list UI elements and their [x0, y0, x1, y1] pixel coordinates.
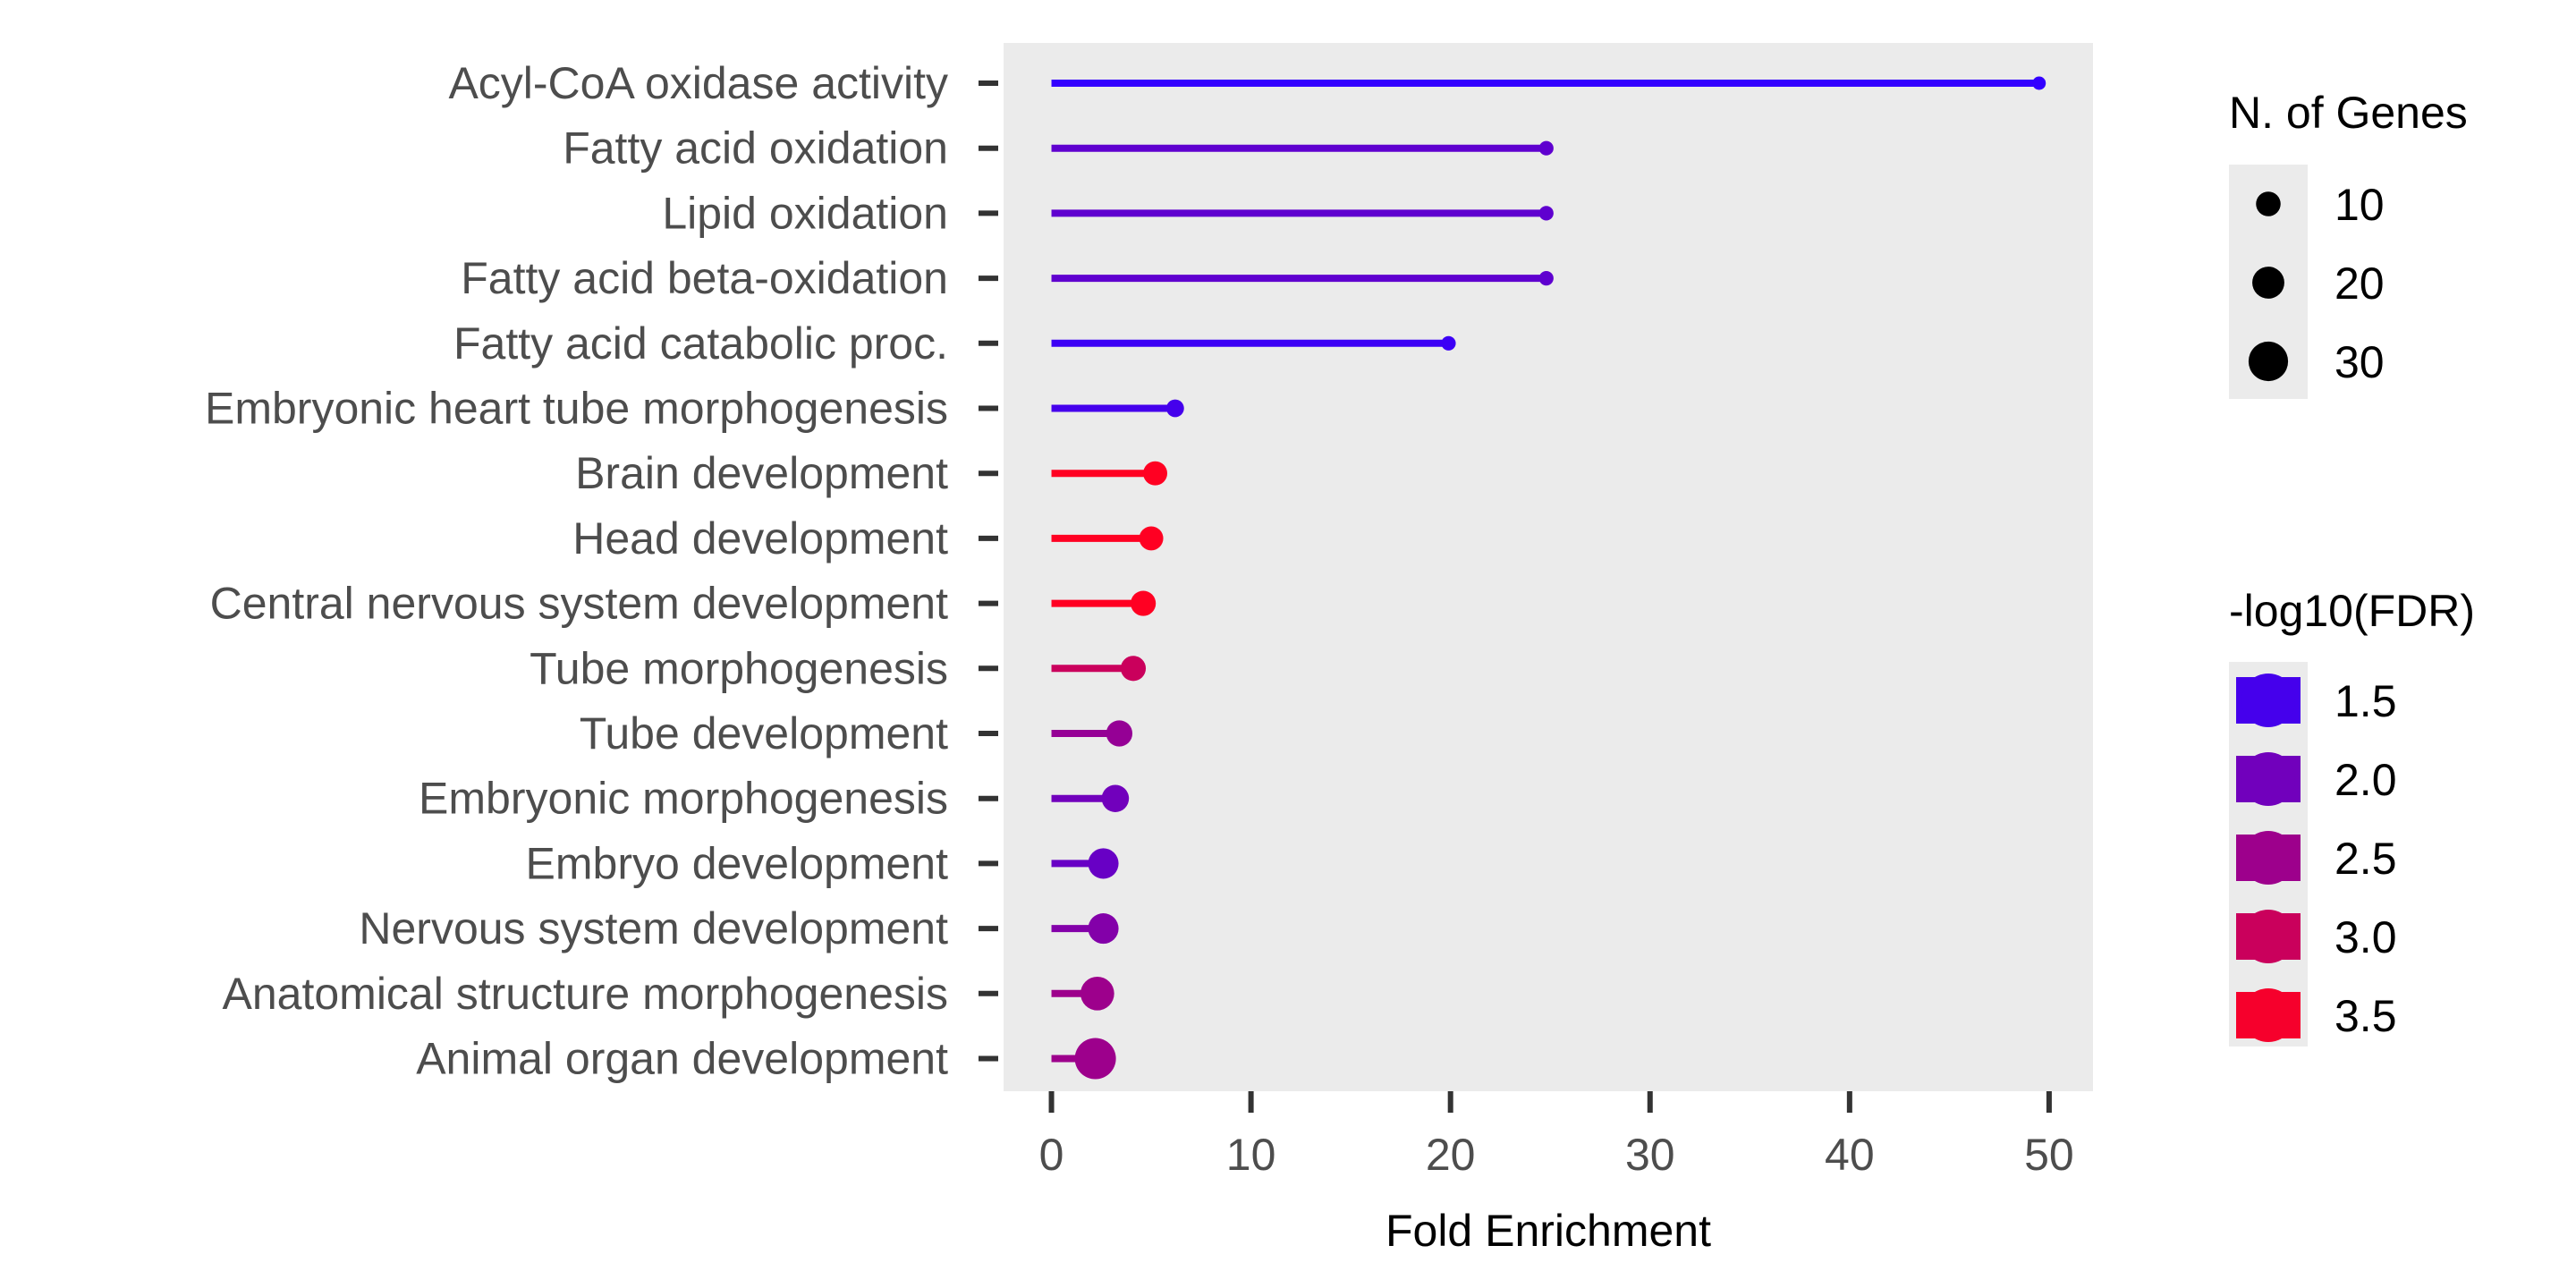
x-axis: 0 10 20 30 40 50 — [1039, 1091, 2074, 1180]
legend-size-key — [2256, 191, 2281, 216]
legend-color-point — [2241, 831, 2295, 885]
category-label: Head development — [572, 513, 948, 564]
lollipop-point — [1139, 526, 1164, 551]
lollipop-point — [1101, 784, 1130, 812]
legend-size-key — [2252, 267, 2284, 299]
x-tick-label: 10 — [1226, 1130, 1276, 1180]
lollipop-point — [1088, 913, 1119, 945]
category-label: Anatomical structure morphogenesis — [223, 969, 949, 1019]
category-labels: Acyl-CoA oxidase activity Fatty acid oxid… — [205, 58, 998, 1084]
x-tick-label: 50 — [2024, 1130, 2074, 1180]
category-label: Tube morphogenesis — [530, 643, 948, 693]
legend-color-point — [2241, 988, 2295, 1042]
legend-size-label: 10 — [2334, 180, 2385, 230]
x-tick-label: 30 — [1625, 1130, 1675, 1180]
legend-n-genes-title: N. of Genes — [2229, 88, 2468, 138]
category-label: Brain development — [575, 448, 948, 498]
category-label: Animal organ development — [416, 1034, 948, 1084]
x-axis-title: Fold Enrichment — [1385, 1206, 1711, 1256]
legend-fdr-title: -log10(FDR) — [2229, 586, 2475, 636]
data-marks — [1051, 76, 2046, 1080]
legend-n-genes: N. of Genes 10 20 30 — [2229, 88, 2468, 399]
lollipop-point — [1538, 206, 1554, 221]
legend-color-label: 3.5 — [2334, 991, 2397, 1041]
lollipop-point — [1120, 656, 1147, 682]
lollipop-point — [1074, 1038, 1116, 1080]
category-label: Fatty acid beta-oxidation — [461, 253, 948, 303]
lollipop-point — [1165, 399, 1184, 418]
plot-panel — [1004, 43, 2093, 1091]
legend-color-point — [2241, 674, 2295, 727]
legend-color-label: 1.5 — [2334, 676, 2397, 726]
category-label: Central nervous system development — [210, 579, 948, 629]
lollipop-point — [1538, 271, 1554, 286]
category-label: Embryo development — [526, 838, 949, 888]
lollipop-point — [1143, 461, 1167, 486]
legend-color-point — [2241, 752, 2295, 806]
lollipop-point — [2032, 76, 2046, 90]
x-tick-label: 0 — [1039, 1130, 1064, 1180]
lollipop-point — [1106, 720, 1133, 747]
category-label: Acyl-CoA oxidase activity — [448, 58, 948, 108]
category-label: Embryonic heart tube morphogenesis — [205, 384, 948, 434]
legend-size-label: 30 — [2334, 337, 2385, 387]
category-label: Embryonic morphogenesis — [419, 774, 948, 824]
legend-color-label: 2.5 — [2334, 834, 2397, 884]
category-label: Lipid oxidation — [662, 188, 948, 238]
lollipop-point — [1441, 335, 1456, 351]
category-label: Tube development — [580, 708, 948, 758]
lollipop-point — [1131, 590, 1157, 616]
category-label: Fatty acid oxidation — [563, 123, 948, 174]
category-label: Nervous system development — [359, 903, 948, 953]
legend-size-key — [2248, 341, 2289, 382]
x-tick-label: 20 — [1426, 1130, 1476, 1180]
legend-color-label: 2.0 — [2334, 755, 2397, 805]
category-label: Fatty acid catabolic proc. — [453, 318, 948, 369]
lollipop-point — [1080, 976, 1114, 1011]
legend-size-label: 20 — [2334, 258, 2385, 309]
lollipop-point — [1088, 848, 1119, 879]
panel-background — [1004, 43, 2093, 1091]
legend-fdr: -log10(FDR) 1.5 2.0 2.5 3.0 3.5 — [2229, 586, 2475, 1046]
legend-color-label: 3.0 — [2334, 912, 2397, 962]
x-tick-label: 40 — [1825, 1130, 1875, 1180]
legend-color-point — [2241, 910, 2295, 963]
lollipop-point — [1538, 140, 1554, 156]
